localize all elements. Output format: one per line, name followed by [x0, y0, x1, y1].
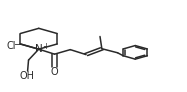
Text: Cl: Cl	[6, 41, 16, 51]
Text: OH: OH	[19, 71, 34, 81]
Text: +: +	[42, 42, 49, 51]
Text: N: N	[35, 44, 43, 54]
Text: −: −	[14, 40, 22, 50]
Text: O: O	[51, 67, 58, 77]
